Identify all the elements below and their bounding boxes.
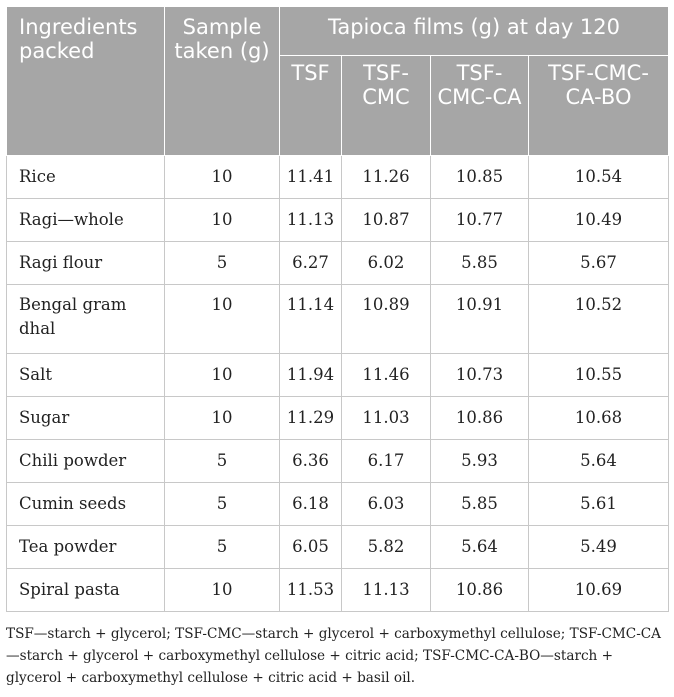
table-row: Ragi—whole 10 11.13 10.87 10.77 10.49 <box>6 198 670 242</box>
cell-tsf-cmc-ca-bo: 10.54 <box>527 155 670 199</box>
header-tsf-cmc-ca-bo: TSF-CMC-CA-BO <box>527 55 670 156</box>
table-footnote: TSF—starch + glycerol; TSF-CMC—starch + … <box>6 626 662 686</box>
cell-tsf-cmc-ca: 5.93 <box>430 439 529 483</box>
cell-tsf-cmc-ca-bo: 10.55 <box>527 353 670 397</box>
data-table: Ingredients packed Sample taken (g) Tapi… <box>6 6 670 612</box>
cell-tsf: 6.18 <box>279 482 342 526</box>
header-ingredients: Ingredients packed <box>6 6 165 156</box>
header-row-sub: TSF TSF-CMC TSF-CMC-CA TSF-CMC-CA-BO <box>7 55 670 156</box>
table-row: Salt 10 11.94 11.46 10.73 10.55 <box>6 353 670 397</box>
table-row: Chili powder 5 6.36 6.17 5.93 5.64 <box>6 439 670 483</box>
cell-tsf: 11.53 <box>279 568 342 612</box>
header-row-top: Ingredients packed Sample taken (g) Tapi… <box>6 6 670 156</box>
cell-sample: 10 <box>164 353 280 397</box>
cell-tsf: 6.36 <box>279 439 342 483</box>
cell-sample: 5 <box>164 241 280 285</box>
table-row: Bengal gram dhal 10 11.14 10.89 10.91 10… <box>6 284 670 354</box>
cell-tsf-cmc: 11.13 <box>341 568 431 612</box>
cell-ingredient: Sugar <box>6 396 165 440</box>
cell-tsf-cmc-ca: 10.77 <box>430 198 529 242</box>
cell-tsf: 11.29 <box>279 396 342 440</box>
cell-tsf-cmc-ca-bo: 10.52 <box>527 284 670 354</box>
cell-sample: 5 <box>164 439 280 483</box>
cell-tsf: 11.14 <box>279 284 342 354</box>
cell-tsf: 6.27 <box>279 241 342 285</box>
cell-tsf-cmc-ca-bo: 10.68 <box>527 396 670 440</box>
cell-tsf-cmc: 10.89 <box>341 284 431 354</box>
cell-tsf-cmc-ca-bo: 5.67 <box>527 241 670 285</box>
cell-tsf: 6.05 <box>279 525 342 569</box>
cell-ingredient: Chili powder <box>6 439 165 483</box>
cell-tsf-cmc-ca: 10.73 <box>430 353 529 397</box>
cell-tsf-cmc-ca-bo: 5.61 <box>527 482 670 526</box>
cell-tsf: 11.94 <box>279 353 342 397</box>
cell-sample: 5 <box>164 525 280 569</box>
cell-sample: 10 <box>164 284 280 354</box>
cell-tsf-cmc-ca: 10.86 <box>430 396 529 440</box>
cell-ingredient: Cumin seeds <box>6 482 165 526</box>
table-row: Tea powder 5 6.05 5.82 5.64 5.49 <box>6 525 670 569</box>
cell-tsf-cmc: 6.03 <box>341 482 431 526</box>
cell-ingredient: Tea powder <box>6 525 165 569</box>
cell-sample: 10 <box>164 198 280 242</box>
cell-tsf-cmc-ca: 5.85 <box>430 241 529 285</box>
cell-tsf-cmc-ca: 5.64 <box>430 525 529 569</box>
cell-tsf-cmc: 10.87 <box>341 198 431 242</box>
table-row: Ragi flour 5 6.27 6.02 5.85 5.67 <box>6 241 670 285</box>
cell-tsf-cmc: 11.26 <box>341 155 431 199</box>
cell-tsf-cmc: 6.17 <box>341 439 431 483</box>
header-sample: Sample taken (g) <box>164 6 280 156</box>
table-body: Rice 10 11.41 11.26 10.85 10.54 Ragi—who… <box>6 155 670 612</box>
cell-ingredient: Ragi flour <box>6 241 165 285</box>
cell-tsf-cmc-ca-bo: 5.64 <box>527 439 670 483</box>
table-row: Spiral pasta 10 11.53 11.13 10.86 10.69 <box>6 568 670 612</box>
cell-ingredient: Salt <box>6 353 165 397</box>
cell-ingredient: Rice <box>6 155 165 199</box>
cell-sample: 10 <box>164 155 280 199</box>
cell-tsf-cmc-ca-bo: 5.49 <box>527 525 670 569</box>
table-row: Cumin seeds 5 6.18 6.03 5.85 5.61 <box>6 482 670 526</box>
cell-tsf-cmc: 11.03 <box>341 396 431 440</box>
cell-tsf-cmc: 11.46 <box>341 353 431 397</box>
table-row: Rice 10 11.41 11.26 10.85 10.54 <box>6 155 670 199</box>
cell-ingredient: Ragi—whole <box>6 198 165 242</box>
table-header: Ingredients packed Sample taken (g) Tapi… <box>6 6 670 156</box>
cell-tsf: 11.13 <box>279 198 342 242</box>
cell-ingredient: Spiral pasta <box>6 568 165 612</box>
cell-tsf-cmc: 6.02 <box>341 241 431 285</box>
table-row: Sugar 10 11.29 11.03 10.86 10.68 <box>6 396 670 440</box>
header-tsf: TSF <box>279 55 342 156</box>
header-tsf-cmc: TSF-CMC <box>341 55 431 156</box>
cell-tsf-cmc-ca-bo: 10.49 <box>527 198 670 242</box>
cell-tsf-cmc: 5.82 <box>341 525 431 569</box>
cell-tsf-cmc-ca: 10.91 <box>430 284 529 354</box>
header-group-tapioca: Tapioca films (g) at day 120 <box>278 6 670 56</box>
cell-ingredient: Bengal gram dhal <box>6 284 165 354</box>
cell-tsf-cmc-ca: 10.85 <box>430 155 529 199</box>
cell-tsf: 11.41 <box>279 155 342 199</box>
cell-sample: 10 <box>164 568 280 612</box>
header-tsf-cmc-ca: TSF-CMC-CA <box>430 55 529 156</box>
cell-tsf-cmc-ca: 10.86 <box>430 568 529 612</box>
cell-tsf-cmc-ca: 5.85 <box>430 482 529 526</box>
cell-tsf-cmc-ca-bo: 10.69 <box>527 568 670 612</box>
cell-sample: 10 <box>164 396 280 440</box>
cell-sample: 5 <box>164 482 280 526</box>
